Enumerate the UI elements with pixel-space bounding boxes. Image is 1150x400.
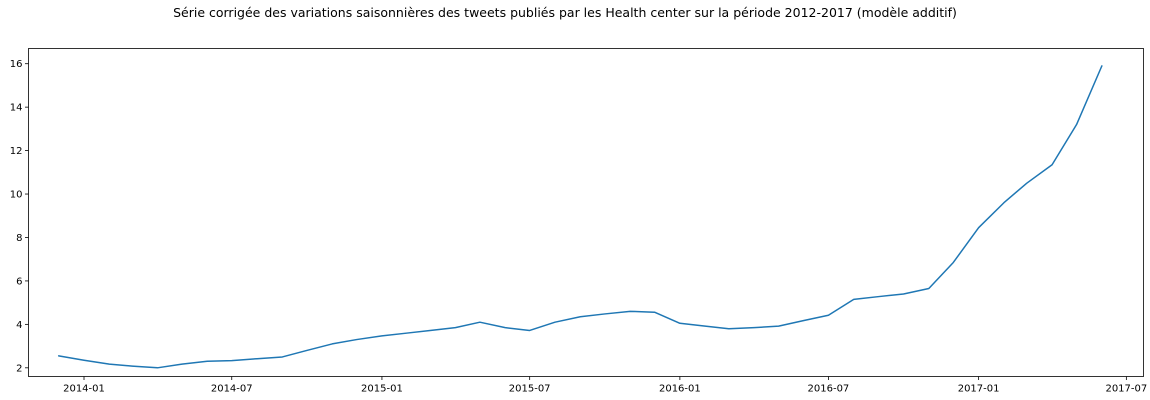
series-line bbox=[57, 65, 1103, 369]
y-tick-label: 12 bbox=[10, 146, 23, 157]
series-group bbox=[57, 65, 1103, 369]
y-tick-label: 10 bbox=[10, 190, 23, 201]
x-axis: 2014-01 2014-07 2015-01 2015-07 2016-01 2016-… bbox=[63, 376, 1147, 395]
x-tick-label: 2016-07 bbox=[808, 384, 850, 395]
x-tick-label: 2015-07 bbox=[509, 384, 551, 395]
x-tick-label: 2017-01 bbox=[958, 384, 1000, 395]
y-tick-label: 6 bbox=[16, 276, 22, 287]
y-tick-label: 16 bbox=[10, 59, 23, 70]
y-tick-label: 4 bbox=[16, 320, 22, 331]
plot-frame bbox=[28, 48, 1144, 377]
x-tick-label: 2015-01 bbox=[361, 384, 403, 395]
x-tick-label: 2016-01 bbox=[659, 384, 701, 395]
y-tick-label: 2 bbox=[16, 363, 22, 374]
x-tick-label: 2014-07 bbox=[211, 384, 253, 395]
y-tick-label: 14 bbox=[10, 103, 23, 114]
y-axis: 2 4 6 8 10 12 14 16 bbox=[10, 59, 29, 374]
chart-title: Série corrigée des variations saisonnièr… bbox=[173, 5, 957, 20]
y-tick-label: 8 bbox=[16, 233, 22, 244]
x-tick-label: 2017-07 bbox=[1105, 384, 1147, 395]
x-tick-label: 2014-01 bbox=[63, 384, 105, 395]
